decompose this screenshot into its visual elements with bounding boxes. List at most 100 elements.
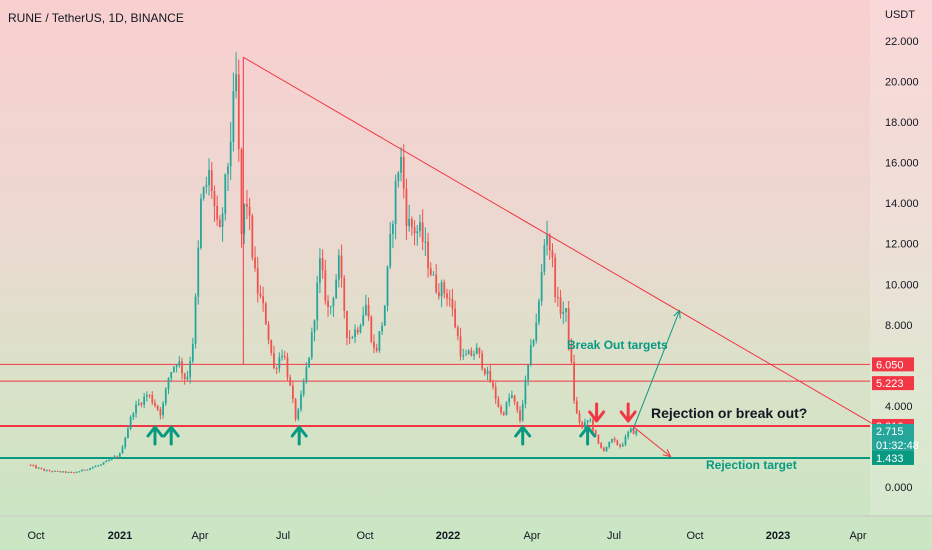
candle-body [200, 198, 202, 248]
candle-body [86, 469, 89, 471]
candle-body [586, 420, 589, 423]
candle-body [127, 428, 129, 438]
price-badge[interactable] [872, 357, 914, 372]
candle-body [45, 470, 48, 472]
time-tick-label[interactable]: Oct [686, 530, 703, 542]
candle-body [473, 354, 475, 356]
candle-body [81, 469, 83, 472]
candle-body [400, 157, 402, 173]
candle-body [218, 219, 221, 227]
time-tick-label[interactable]: Apr [191, 530, 208, 542]
candle-body [348, 337, 351, 339]
candle-body [227, 166, 229, 175]
time-tick-label[interactable]: Oct [356, 530, 373, 542]
price-tick-label[interactable]: 22.000 [885, 36, 919, 48]
candle-body [573, 362, 575, 401]
rejection-target-label[interactable]: Rejection target [706, 458, 797, 472]
candle-body [608, 441, 611, 447]
candle-body [600, 443, 603, 448]
candle-body [427, 241, 429, 269]
candle-body [424, 241, 427, 243]
candle-body [478, 347, 481, 354]
breakout-projection-arrow[interactable] [632, 310, 681, 431]
candle-body [410, 218, 413, 228]
candle-body [548, 234, 551, 251]
candle-body [194, 296, 197, 345]
price-badge-label[interactable]: 6.050 [876, 359, 904, 371]
candle-body [381, 325, 384, 332]
candle-body [538, 301, 540, 323]
time-tick-label[interactable]: 2022 [436, 530, 460, 542]
candle-body [40, 467, 43, 469]
candle-body [489, 370, 492, 383]
rejection-or-breakout-label[interactable]: Rejection or break out? [651, 405, 807, 421]
candle-body [273, 353, 275, 369]
price-badge[interactable] [872, 376, 914, 391]
price-tick-label[interactable]: 12.000 [885, 239, 919, 251]
candle-body [124, 437, 127, 448]
time-tick-label[interactable]: 2023 [766, 530, 790, 542]
candle-body [367, 304, 370, 317]
candle-body [402, 157, 405, 189]
candle-body [35, 465, 37, 469]
price-tick-label[interactable]: 20.000 [885, 77, 919, 89]
price-tick-label[interactable]: 16.000 [885, 158, 919, 170]
countdown-label[interactable]: 01:32:48 [876, 440, 919, 452]
horizontal-levels [0, 363, 870, 459]
candle-body [437, 292, 440, 297]
price-tick-label[interactable]: 18.000 [885, 117, 919, 129]
candle-body [337, 255, 340, 280]
candle-body [305, 367, 308, 382]
price-tick-label[interactable]: 4.000 [885, 401, 913, 413]
up-arrow-icon [290, 425, 308, 446]
price-badge-label[interactable]: 5.223 [876, 378, 904, 390]
candle-body [435, 274, 438, 293]
price-badge-label[interactable]: 1.433 [876, 453, 904, 465]
candle-body [132, 413, 135, 418]
breakout-targets-label[interactable]: Break Out targets [567, 338, 668, 352]
candle-body [589, 419, 592, 421]
candle-body [197, 247, 200, 297]
price-tick-label[interactable]: 14.000 [885, 198, 919, 210]
candle-body [162, 403, 164, 416]
time-tick-label[interactable]: Apr [523, 530, 540, 542]
price-badge[interactable] [872, 450, 914, 465]
candle-body [454, 308, 457, 328]
time-tick-label[interactable]: 2021 [108, 530, 132, 542]
candle-body [145, 394, 148, 397]
candle-body [483, 368, 486, 374]
candle-body [594, 430, 597, 435]
candle-body [521, 404, 524, 421]
symbol-title[interactable]: RUNE / TetherUS, 1D, BINANCE [8, 11, 184, 25]
price-tick-label[interactable]: 0.000 [885, 482, 913, 494]
candle-body [359, 325, 362, 333]
time-tick-label[interactable]: Jul [276, 530, 290, 542]
price-badge-label[interactable]: 2.715 [876, 426, 904, 438]
rejection-projection-arrow[interactable] [632, 425, 671, 457]
candle-body [78, 471, 81, 473]
candle-body [235, 74, 237, 92]
currency-label[interactable]: USDT [885, 9, 915, 21]
candle-body [189, 361, 192, 378]
time-tick-label[interactable]: Jul [607, 530, 621, 542]
candle-body [159, 409, 162, 416]
price-tick-label[interactable]: 10.000 [885, 279, 919, 291]
candle-body [313, 320, 316, 333]
candle-body [156, 405, 159, 410]
price-badge[interactable] [872, 423, 914, 452]
time-tick-label[interactable]: Apr [849, 530, 866, 542]
candle-body [370, 316, 373, 342]
candle-body [108, 460, 110, 462]
price-tick-label[interactable]: 8.000 [885, 320, 913, 332]
time-tick-label[interactable]: Oct [27, 530, 44, 542]
candle-body [264, 303, 267, 325]
candle-body [270, 340, 273, 354]
descending-trendline[interactable] [243, 56, 881, 429]
candle-body [356, 329, 359, 333]
candle-body [529, 345, 532, 365]
candle-body [170, 371, 173, 379]
candle-body [51, 471, 54, 473]
candle-body [462, 355, 465, 357]
